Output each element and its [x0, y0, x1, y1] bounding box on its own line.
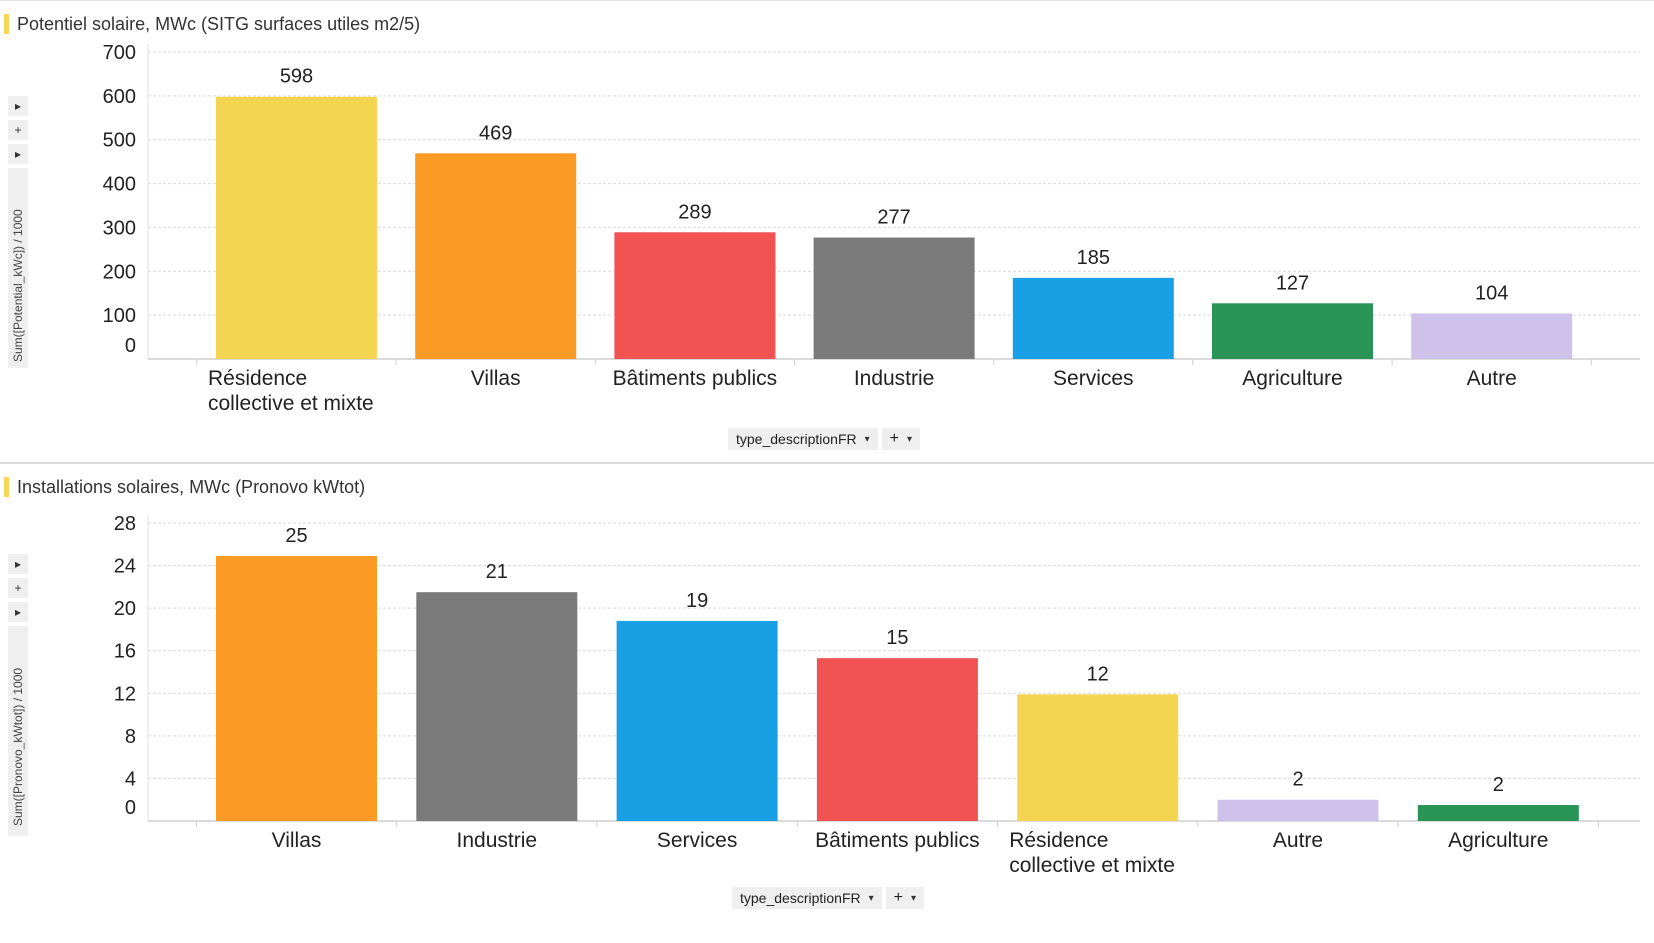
y-axis-controls: ▸ + ▸	[8, 554, 28, 622]
add-x-field-button[interactable]: + ▾	[885, 887, 925, 909]
bar[interactable]	[216, 96, 377, 359]
y-tick-label: 8	[125, 726, 136, 748]
y-tick-label: 400	[103, 174, 136, 196]
add-x-field-button[interactable]: + ▾	[881, 428, 921, 450]
x-tick-label: Services	[657, 829, 738, 852]
data-label: 25	[285, 525, 307, 547]
x-axis-field-dropdown[interactable]: type_descriptionFR ▾	[728, 428, 878, 450]
bar[interactable]	[415, 153, 577, 359]
add-y-field-button[interactable]: +	[8, 578, 28, 598]
bar[interactable]	[1217, 799, 1379, 821]
chart-panel-potentiel: 0 100 200 300 400 500 600 700 598 Résidence collec…	[0, 0, 1654, 462]
data-label: 127	[1276, 272, 1309, 294]
chart-title: Potentiel solaire, MWc (SITG surfaces ut…	[4, 14, 420, 34]
bar[interactable]	[216, 555, 377, 821]
y-tick-label: 300	[103, 217, 136, 239]
bar[interactable]	[1212, 303, 1373, 359]
y-tick-label: 4	[125, 768, 136, 790]
x-tick-label: Agriculture	[1242, 367, 1342, 390]
chevron-right-icon: ▸	[14, 99, 22, 113]
x-axis-field-label: type_descriptionFR	[740, 890, 861, 906]
x-tick-label: Autre	[1273, 829, 1323, 852]
plus-icon: +	[889, 430, 899, 447]
chevron-right-icon: ▸	[14, 605, 22, 619]
y-tick-label: 0	[125, 797, 136, 819]
bar[interactable]	[1417, 805, 1579, 821]
data-label: 15	[886, 627, 908, 649]
data-label: 277	[877, 207, 910, 229]
y-tick-label: 500	[103, 130, 136, 152]
bar[interactable]	[616, 620, 778, 821]
y-tick-label: 0	[125, 335, 136, 357]
bar-chart-potentiel: 0 100 200 300 400 500 600 700 598 Résidence collec…	[103, 42, 1640, 415]
y-axis-label[interactable]: Sum([Potential_kWc]) / 1000	[11, 209, 25, 362]
x-tick-label: Agriculture	[1448, 829, 1548, 852]
panel-divider	[0, 462, 1654, 464]
caret-down-icon: ▾	[907, 433, 913, 445]
x-tick-label: Bâtiments publics	[815, 829, 980, 852]
bar[interactable]	[614, 232, 776, 359]
data-label: 104	[1475, 282, 1508, 304]
data-label: 2	[1292, 769, 1303, 791]
data-label: 469	[479, 122, 512, 144]
y-tick-label: 12	[114, 683, 136, 705]
data-label: 21	[486, 561, 508, 583]
y-tick-label: 700	[103, 42, 136, 64]
x-axis-controls: type_descriptionFR ▾ + ▾	[728, 428, 921, 450]
chart-title: Installations solaires, MWc (Pronovo kWt…	[4, 477, 365, 497]
x-tick-label: Autre	[1467, 367, 1517, 390]
top-border	[0, 0, 1654, 1]
y-tick-label: 20	[114, 598, 136, 620]
y-tick-label: 24	[114, 556, 136, 578]
bar[interactable]	[416, 592, 578, 821]
y-tick-label: 200	[103, 261, 136, 283]
y-tick-label: 100	[103, 305, 136, 327]
x-tick-label: Résidence collective et mixte	[208, 367, 374, 415]
y-axis-field-pill[interactable]	[8, 626, 28, 836]
x-tick-label: Services	[1053, 367, 1134, 390]
x-axis-field-dropdown[interactable]: type_descriptionFR ▾	[732, 887, 882, 909]
bar[interactable]	[1017, 694, 1179, 821]
expand-axis-button[interactable]: ▸	[8, 554, 28, 574]
y-axis-controls: ▸ + ▸	[8, 96, 28, 164]
caret-down-icon: ▾	[868, 892, 874, 904]
expand-field-button[interactable]: ▸	[8, 602, 28, 622]
data-label: 598	[280, 66, 313, 88]
caret-down-icon: ▾	[911, 892, 917, 904]
x-axis-controls: type_descriptionFR ▾ + ▾	[732, 887, 925, 909]
bar[interactable]	[1411, 313, 1573, 359]
bar[interactable]	[1012, 277, 1174, 359]
chevron-right-icon: ▸	[14, 557, 22, 571]
plus-icon: +	[893, 889, 903, 906]
caret-down-icon: ▾	[864, 433, 870, 445]
data-label: 2	[1493, 774, 1504, 796]
x-tick-label: Bâtiments publics	[613, 367, 778, 390]
y-axis-field-pill[interactable]	[8, 168, 28, 368]
x-tick-label: Villas	[272, 829, 322, 852]
chart-panel-installations: 0 4 8 12 16 20 24 28 25 Villas 21 Industrie 19 Servic…	[0, 464, 1654, 943]
y-axis-label[interactable]: Sum([Pronovo_kWtot]) / 1000	[11, 667, 25, 826]
y-tick-label: 16	[114, 641, 136, 663]
data-label: 185	[1077, 247, 1110, 269]
data-label: 12	[1087, 663, 1109, 685]
bar[interactable]	[813, 237, 975, 359]
chevron-right-icon: ▸	[14, 147, 22, 161]
x-axis-field-label: type_descriptionFR	[736, 431, 857, 447]
data-label: 19	[686, 590, 708, 612]
add-y-field-button[interactable]: +	[8, 120, 28, 140]
data-label: 289	[678, 201, 711, 223]
x-tick-label: Résidence collective et mixte	[1009, 829, 1175, 877]
bar[interactable]	[816, 658, 978, 821]
plus-icon: +	[14, 581, 22, 595]
x-tick-label: Industrie	[457, 829, 538, 852]
bar-chart-installations: 0 4 8 12 16 20 24 28 25 Villas 21 Industrie 19 Servic…	[114, 513, 1640, 877]
y-tick-label: 600	[103, 86, 136, 108]
x-tick-label: Villas	[471, 367, 521, 390]
x-tick-label: Industrie	[854, 367, 935, 390]
expand-axis-button[interactable]: ▸	[8, 96, 28, 116]
y-tick-label: 28	[114, 513, 136, 535]
expand-field-button[interactable]: ▸	[8, 144, 28, 164]
plus-icon: +	[14, 123, 22, 137]
